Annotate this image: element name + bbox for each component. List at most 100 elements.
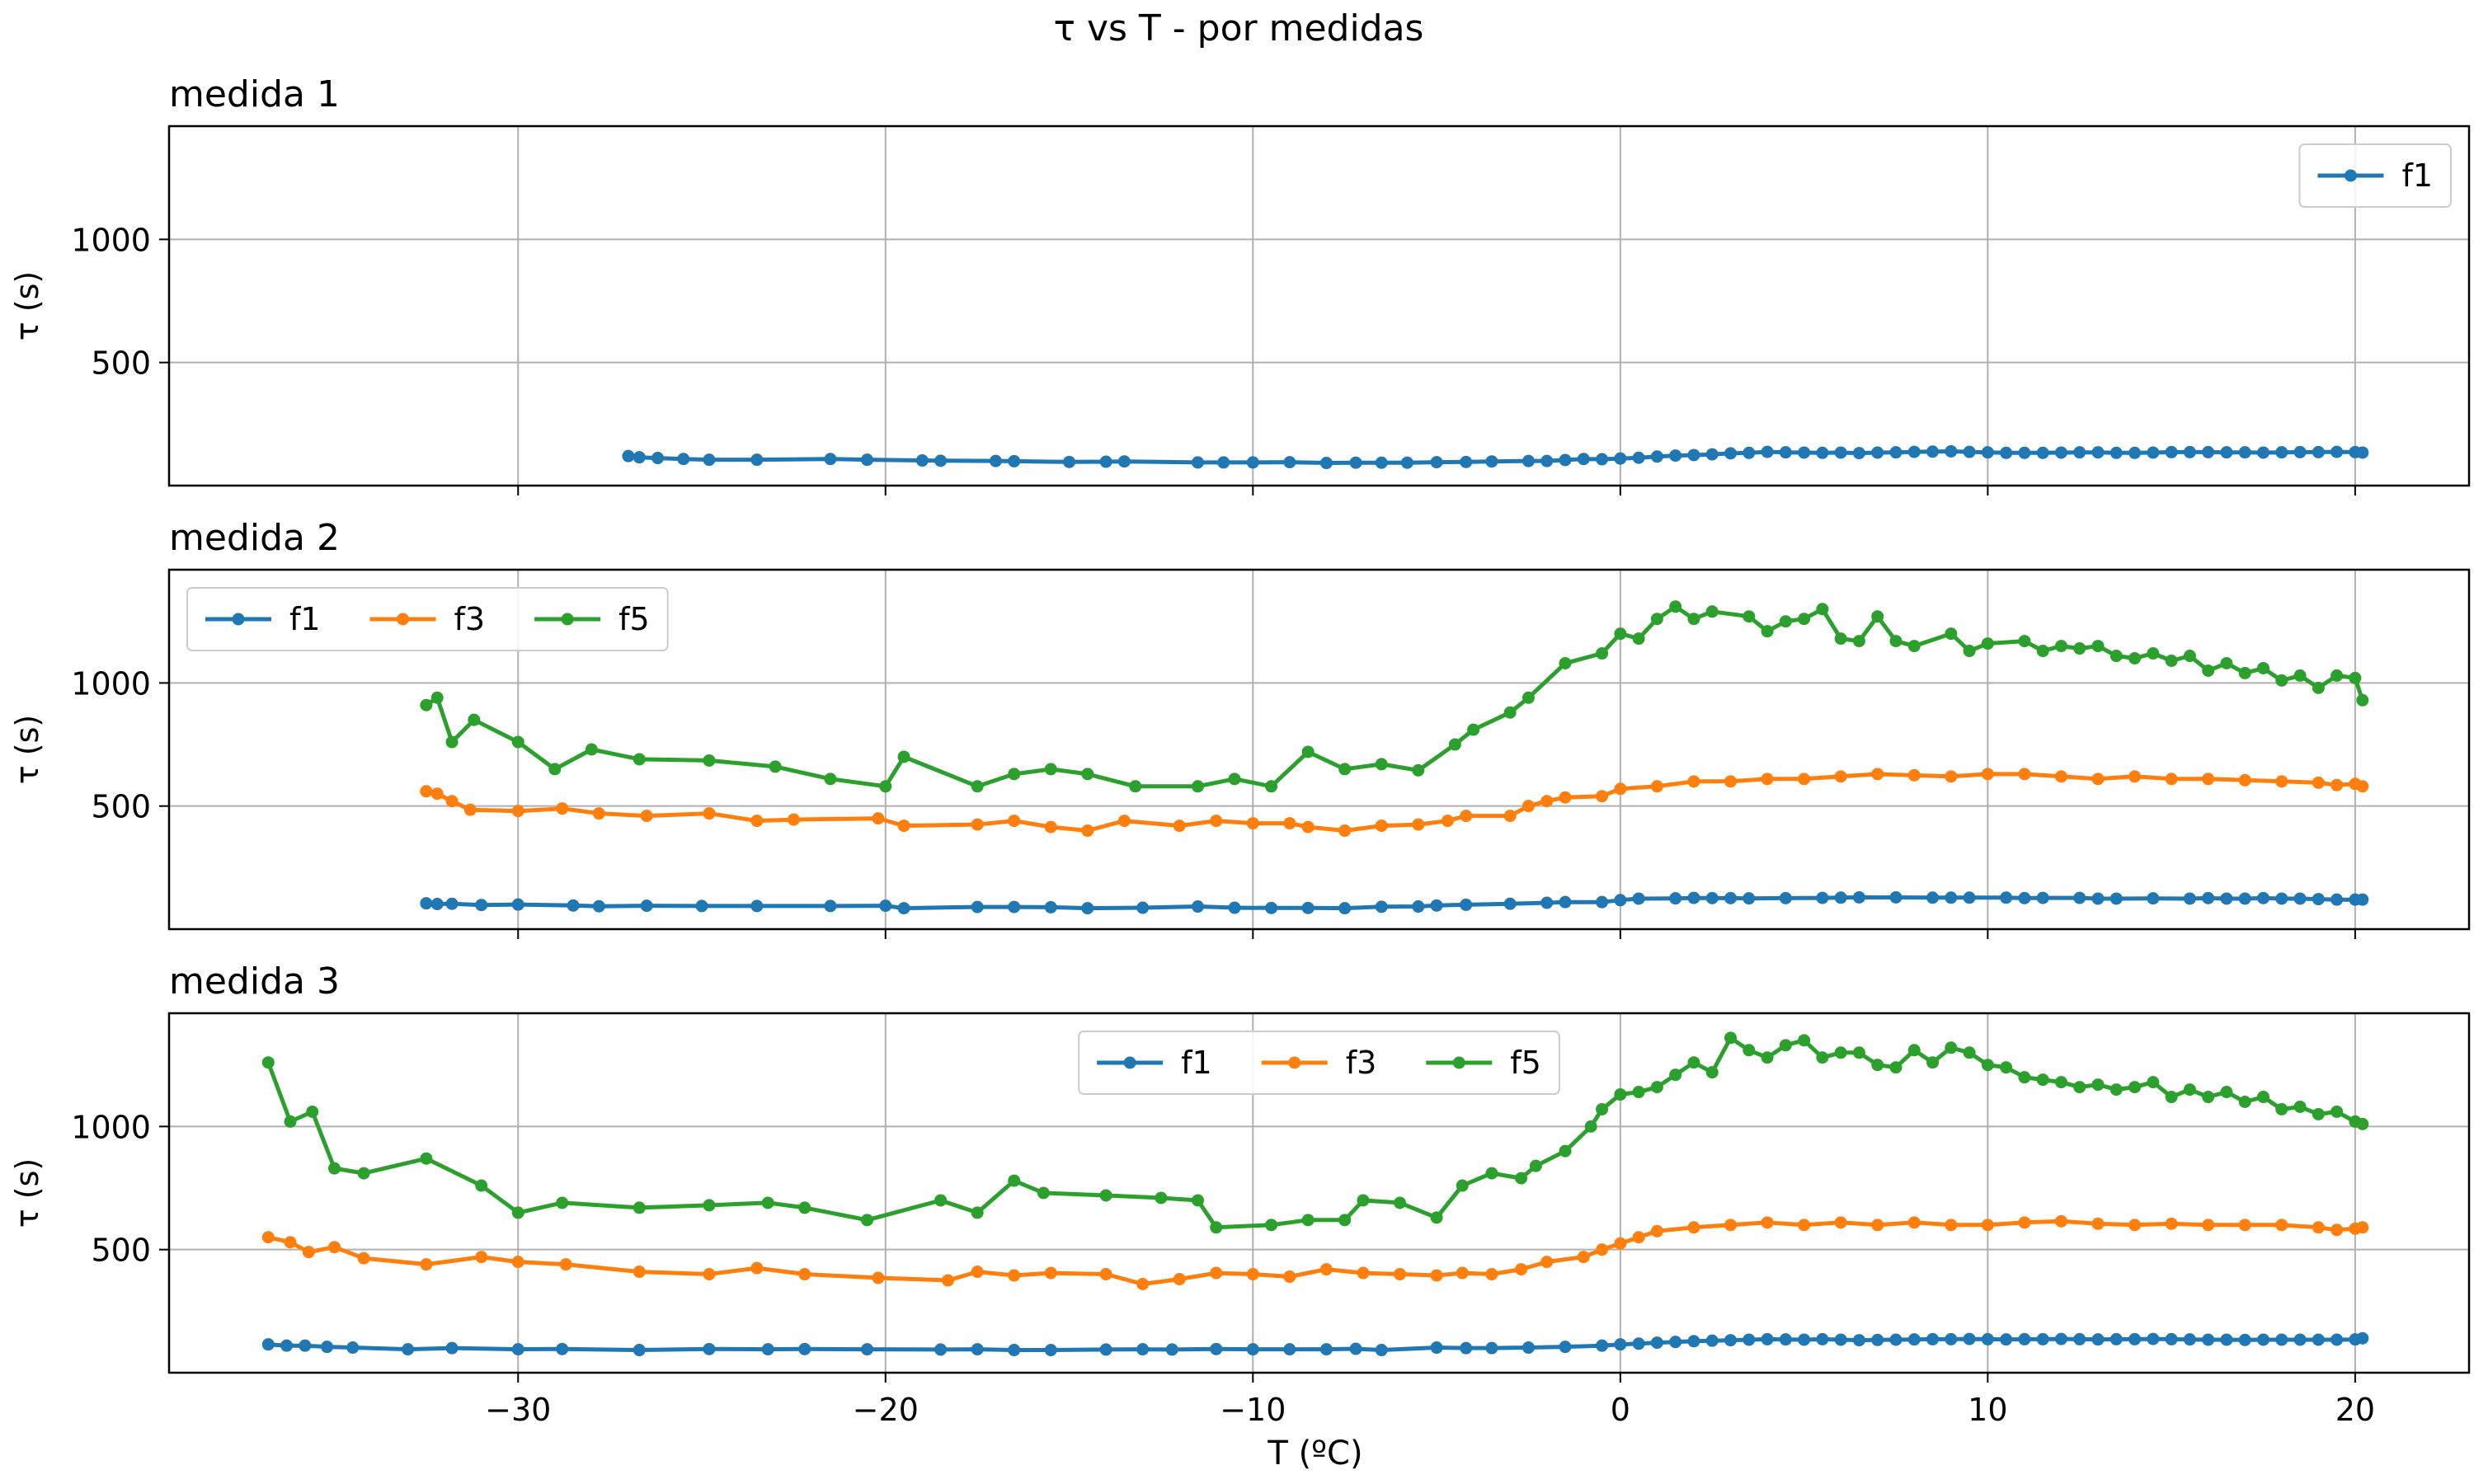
legend-label-f3: f3: [454, 601, 486, 637]
data-point: [2202, 891, 2215, 904]
data-point: [879, 780, 892, 793]
data-point: [261, 1231, 275, 1244]
data-point: [1852, 890, 1865, 904]
data-point: [1981, 1219, 1994, 1232]
data-point: [1779, 446, 1792, 459]
data-point: [798, 1201, 811, 1214]
data-point: [1540, 1256, 1554, 1269]
data-point: [1265, 780, 1278, 793]
data-point: [2202, 1333, 2215, 1346]
data-point: [1559, 895, 1572, 909]
data-point: [1430, 899, 1443, 912]
data-point: [430, 691, 444, 704]
data-point: [2018, 446, 2031, 459]
data-point: [1669, 600, 1682, 613]
y-axis-label: τ (s): [9, 715, 45, 784]
data-point: [1724, 1219, 1737, 1232]
data-point: [651, 452, 665, 465]
data-point: [1963, 891, 1976, 904]
data-point: [2275, 446, 2288, 459]
data-point: [1136, 901, 1150, 914]
legend-marker-f1: [232, 613, 245, 626]
data-point: [1522, 691, 1535, 704]
data-point: [1008, 1174, 1021, 1187]
data-point: [1907, 640, 1921, 653]
data-point: [2000, 1333, 2013, 1346]
data-point: [430, 898, 444, 911]
data-point: [1155, 1191, 1168, 1205]
data-point: [1008, 1269, 1021, 1282]
data-point: [445, 897, 459, 910]
data-point: [1485, 455, 1498, 468]
data-point: [1724, 447, 1737, 460]
data-point: [2147, 647, 2160, 660]
data-point: [1375, 819, 1388, 833]
data-point: [1945, 1041, 1958, 1054]
data-point: [1559, 1341, 1572, 1354]
data-point: [761, 1343, 774, 1356]
data-point: [1503, 810, 1517, 823]
data-point: [1632, 1231, 1645, 1244]
data-point: [1540, 454, 1554, 467]
data-point: [1761, 625, 1774, 638]
data-point: [971, 1266, 984, 1279]
data-point: [879, 899, 892, 913]
data-point: [2128, 1081, 2142, 1094]
data-point: [1705, 1334, 1719, 1347]
data-point: [1430, 1341, 1443, 1355]
panel-2: 500 1000 medida 2 τ (s) f1 f3 f5: [9, 517, 2471, 939]
data-point: [1705, 891, 1719, 904]
data-point: [1265, 901, 1278, 914]
data-point: [284, 1115, 297, 1128]
legend-marker-f3: [1288, 1056, 1301, 1069]
data-point: [1129, 780, 1142, 793]
data-point: [1584, 1120, 1597, 1133]
data-point: [1705, 605, 1719, 618]
panel-title: medida 2: [169, 517, 340, 559]
data-point: [1614, 1237, 1627, 1250]
data-point: [1430, 456, 1443, 469]
data-point: [1081, 902, 1094, 915]
data-point: [2275, 775, 2288, 788]
data-point: [511, 898, 524, 911]
x-tick-label: 0: [1611, 1392, 1630, 1428]
data-point: [2257, 446, 2270, 459]
data-point: [622, 449, 635, 463]
data-point: [2054, 1332, 2067, 1345]
data-point: [1761, 445, 1774, 458]
data-point: [2165, 1217, 2178, 1230]
data-point: [1816, 446, 1829, 459]
y-tick-label: 1000: [71, 222, 151, 258]
legend-label-f3: f3: [1346, 1045, 1377, 1081]
panel-title: medida 1: [169, 73, 340, 115]
panel-title: medida 3: [169, 960, 340, 1003]
legend: f1: [2298, 143, 2452, 208]
legend-marker-f3: [397, 613, 410, 626]
data-point: [261, 1338, 275, 1351]
data-point: [824, 453, 837, 466]
legend-label-f5: f5: [1510, 1045, 1541, 1081]
data-point: [2128, 1219, 2142, 1232]
data-point: [2073, 1081, 2086, 1094]
data-point: [861, 453, 874, 467]
data-point: [592, 899, 605, 913]
data-point: [511, 1206, 524, 1219]
data-point: [1743, 1044, 1756, 1057]
data-point: [420, 698, 433, 711]
data-point: [1743, 1333, 1756, 1346]
data-point: [1412, 818, 1425, 831]
data-point: [1798, 1034, 1811, 1047]
data-point: [2165, 773, 2178, 786]
data-point: [1834, 1216, 1847, 1229]
data-point: [2331, 1105, 2344, 1118]
data-point: [1963, 445, 1976, 458]
data-point: [1246, 817, 1259, 830]
axes-frame: [167, 124, 2471, 487]
data-point: [1981, 1059, 1994, 1072]
data-point: [1779, 615, 1792, 628]
data-point: [703, 1268, 716, 1281]
data-point: [2018, 1216, 2031, 1229]
data-point: [2331, 778, 2344, 791]
data-point: [824, 773, 837, 786]
data-point: [2293, 892, 2307, 905]
